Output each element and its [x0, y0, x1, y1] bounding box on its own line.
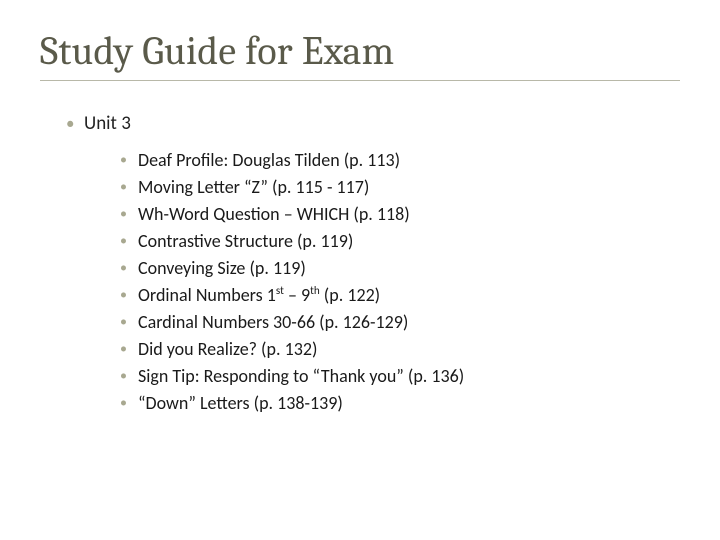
unit-label: Unit 3 — [84, 112, 131, 135]
list-item: Contrastive Structure (p. 119) — [120, 228, 680, 255]
bullet-level-1: Unit 3 Deaf Profile: Douglas Tilden (p. … — [66, 111, 680, 417]
ordinal-pre: Ordinal Numbers 1 — [138, 284, 276, 306]
list-item: Conveying Size (p. 119) — [120, 255, 680, 282]
list-item-unit: Unit 3 Deaf Profile: Douglas Tilden (p. … — [66, 111, 680, 417]
ordinal-mid: – 9 — [284, 284, 310, 306]
list-item: Deaf Profile: Douglas Tilden (p. 113) — [120, 147, 680, 174]
ordinal-sup1: st — [276, 283, 284, 297]
list-item: Cardinal Numbers 30-66 (p. 126-129) — [120, 309, 680, 336]
bullet-level-2: Deaf Profile: Douglas Tilden (p. 113) Mo… — [120, 147, 680, 417]
slide: Study Guide for Exam Unit 3 Deaf Profile… — [0, 0, 720, 540]
page-title: Study Guide for Exam — [40, 28, 680, 74]
list-item: Wh-Word Question – WHICH (p. 118) — [120, 201, 680, 228]
ordinal-post: (p. 122) — [320, 284, 380, 306]
title-underline — [40, 80, 680, 81]
list-item: Sign Tip: Responding to “Thank you” (p. … — [120, 363, 680, 390]
list-item: “Down” Letters (p. 138-139) — [120, 390, 680, 417]
list-item-ordinals: Ordinal Numbers 1st – 9th (p. 122) — [120, 282, 680, 309]
list-item: Did you Realize? (p. 132) — [120, 336, 680, 363]
ordinal-sup2: th — [310, 283, 320, 297]
list-item: Moving Letter “Z” (p. 115 - 117) — [120, 174, 680, 201]
